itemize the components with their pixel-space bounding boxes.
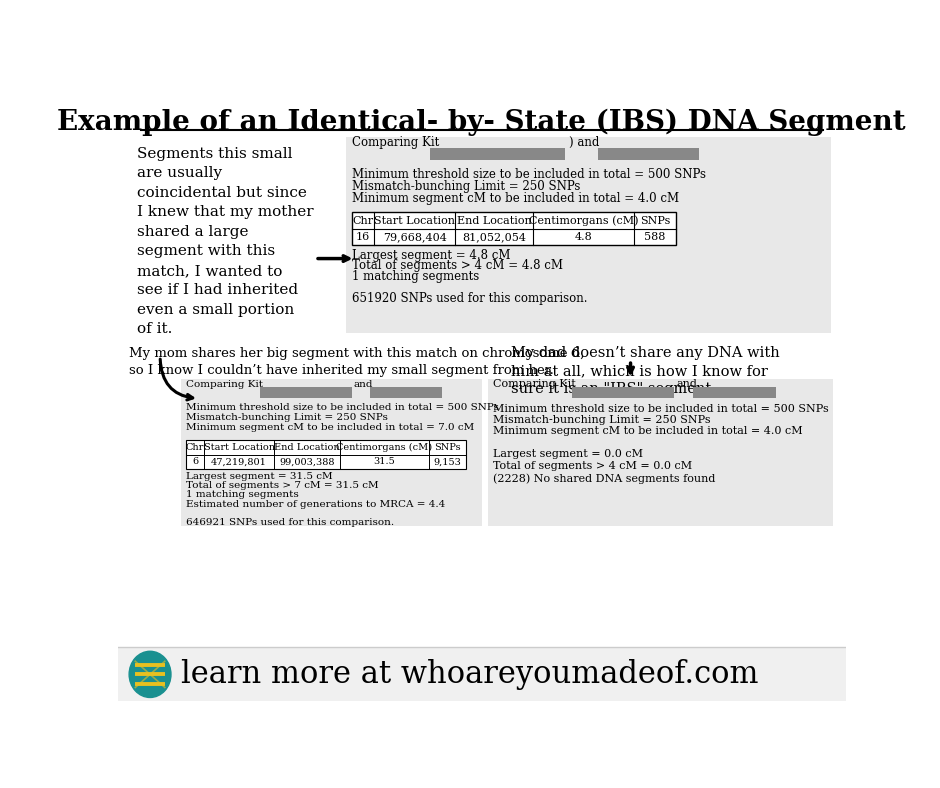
Text: 1 matching segments: 1 matching segments xyxy=(186,490,299,500)
Bar xyxy=(352,213,676,245)
Text: Comparing Kit: Comparing Kit xyxy=(352,136,440,149)
Text: Largest segment = 4.8 cM: Largest segment = 4.8 cM xyxy=(352,248,510,262)
Bar xyxy=(572,387,674,398)
Text: Chr: Chr xyxy=(186,443,204,452)
Text: Total of segments > 4 cM = 4.8 cM: Total of segments > 4 cM = 4.8 cM xyxy=(352,259,563,273)
Text: My dad doesn’t share any DNA with
him at all, which is how I know for
sure it is: My dad doesn’t share any DNA with him at… xyxy=(511,346,780,396)
Text: Largest segment = 31.5 cM: Largest segment = 31.5 cM xyxy=(186,472,333,481)
Bar xyxy=(118,648,846,701)
Text: 79,668,404: 79,668,404 xyxy=(383,232,446,242)
Text: Centimorgans (cM): Centimorgans (cM) xyxy=(528,216,638,226)
Bar xyxy=(186,440,466,469)
Text: Minimum threshold size to be included in total = 500 SNPs: Minimum threshold size to be included in… xyxy=(186,403,498,411)
Text: Minimum segment cM to be included in total = 4.0 cM: Minimum segment cM to be included in tot… xyxy=(493,426,802,436)
Text: and: and xyxy=(676,379,697,388)
Text: End Location: End Location xyxy=(457,216,531,226)
Text: Start Location: Start Location xyxy=(374,216,455,226)
Text: ) and: ) and xyxy=(569,136,599,149)
Text: 16: 16 xyxy=(356,232,370,242)
Text: (2228) No shared DNA segments found: (2228) No shared DNA segments found xyxy=(493,474,715,484)
Text: Segments this small
are usually
coincidental but since
I knew that my mother
sha: Segments this small are usually coincide… xyxy=(137,147,314,336)
Text: Mismatch-bunching Limit = 250 SNPs: Mismatch-bunching Limit = 250 SNPs xyxy=(352,180,581,193)
Text: Estimated number of generations to MRCA = 4.4: Estimated number of generations to MRCA … xyxy=(186,500,445,508)
Text: 81,052,054: 81,052,054 xyxy=(462,232,526,242)
Text: Minimum threshold size to be included in total = 500 SNPs: Minimum threshold size to be included in… xyxy=(352,168,706,180)
Text: Total of segments > 7 cM = 31.5 cM: Total of segments > 7 cM = 31.5 cM xyxy=(186,481,378,490)
Bar xyxy=(598,147,698,160)
Text: 588: 588 xyxy=(644,232,666,242)
Text: Start Location: Start Location xyxy=(204,443,274,452)
Text: 31.5: 31.5 xyxy=(373,457,396,466)
Text: 4.8: 4.8 xyxy=(574,232,592,242)
Text: Minimum segment cM to be included in total = 7.0 cM: Minimum segment cM to be included in tot… xyxy=(186,422,474,432)
Text: 6: 6 xyxy=(192,457,198,466)
Text: Comparing Kit: Comparing Kit xyxy=(493,379,575,388)
Bar xyxy=(181,380,481,526)
Text: SNPs: SNPs xyxy=(434,443,461,452)
Text: Minimum threshold size to be included in total = 500 SNPs: Minimum threshold size to be included in… xyxy=(493,404,828,414)
Text: Minimum segment cM to be included in total = 4.0 cM: Minimum segment cM to be included in tot… xyxy=(352,192,680,206)
Bar xyxy=(346,137,831,333)
Bar xyxy=(488,380,833,526)
Text: My mom shares her big segment with this match on chromosome 6,
so I know I could: My mom shares her big segment with this … xyxy=(129,348,585,377)
Ellipse shape xyxy=(129,651,171,697)
Text: Example of an Identical- by- State (IBS) DNA Segment: Example of an Identical- by- State (IBS)… xyxy=(57,109,906,136)
Text: Total of segments > 4 cM = 0.0 cM: Total of segments > 4 cM = 0.0 cM xyxy=(493,461,692,471)
Text: End Location: End Location xyxy=(274,443,339,452)
Text: 9,153: 9,153 xyxy=(433,457,462,466)
Text: 646921 SNPs used for this comparison.: 646921 SNPs used for this comparison. xyxy=(186,518,394,527)
Text: 1 matching segments: 1 matching segments xyxy=(352,270,479,283)
Text: 651920 SNPs used for this comparison.: 651920 SNPs used for this comparison. xyxy=(352,292,588,305)
Text: Comparing Kit: Comparing Kit xyxy=(186,380,262,388)
Text: SNPs: SNPs xyxy=(640,216,670,226)
Text: Chr: Chr xyxy=(352,216,374,226)
Text: learn more at whoareyoumadeof.com: learn more at whoareyoumadeof.com xyxy=(181,659,759,690)
Text: 47,219,801: 47,219,801 xyxy=(212,457,267,466)
Bar xyxy=(370,387,442,398)
Text: and: and xyxy=(353,380,373,388)
Text: Largest segment = 0.0 cM: Largest segment = 0.0 cM xyxy=(493,448,643,459)
Bar xyxy=(260,387,352,398)
Bar xyxy=(430,147,566,160)
Text: Centimorgans (cM): Centimorgans (cM) xyxy=(337,443,432,452)
Text: Mismatch-bunching Limit = 250 SNPs: Mismatch-bunching Limit = 250 SNPs xyxy=(493,414,711,425)
Text: 99,003,388: 99,003,388 xyxy=(279,457,335,466)
Text: Mismatch-bunching Limit = 250 SNPs: Mismatch-bunching Limit = 250 SNPs xyxy=(186,413,387,422)
Bar xyxy=(694,387,776,398)
